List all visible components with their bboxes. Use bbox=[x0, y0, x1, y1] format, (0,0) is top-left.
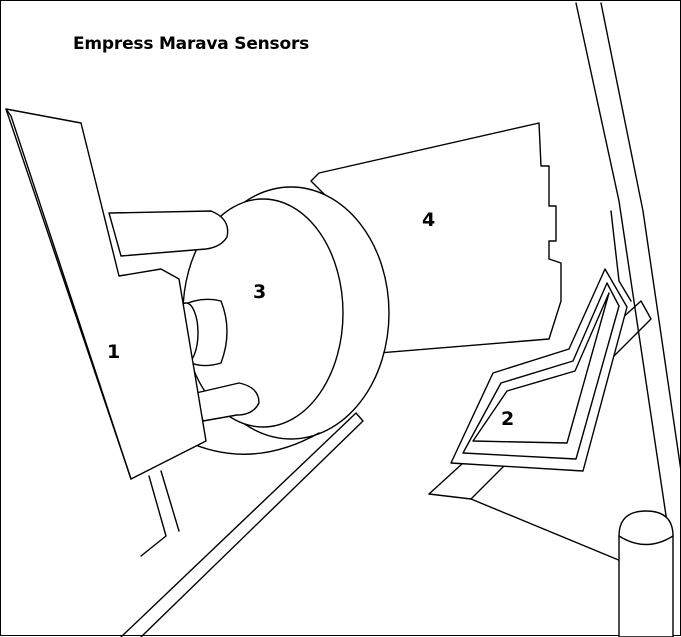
right-wall bbox=[575, 2, 681, 550]
sensor-1-slab bbox=[5, 108, 207, 557]
sensor-1-label: 1 bbox=[107, 341, 121, 363]
diagram-title: Empress Marava Sensors bbox=[73, 34, 310, 54]
sensor-2-label: 2 bbox=[501, 408, 515, 430]
sensor-4-label: 4 bbox=[422, 209, 436, 231]
sensor-3-label: 3 bbox=[253, 281, 267, 303]
post-bottom-right bbox=[618, 510, 674, 637]
sensor-3-drum bbox=[108, 186, 390, 455]
sensor-2-plate bbox=[450, 268, 628, 472]
